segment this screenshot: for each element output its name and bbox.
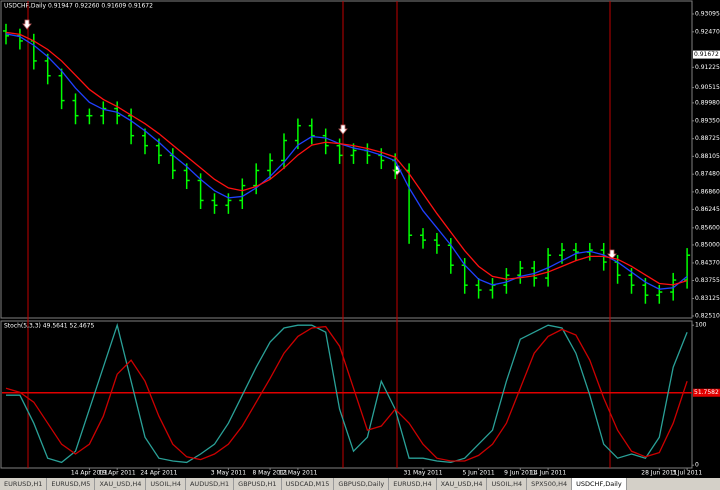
x-tick-label: 8 May 2011: [252, 470, 287, 477]
y-tick-label: 0.85600: [695, 224, 720, 231]
y-tick-label: 0.91225: [695, 64, 720, 71]
x-tick-label: 19 Apr 2011: [99, 470, 136, 477]
x-tick-label: 3 Jul 2011: [672, 470, 702, 477]
stoch-panel: [0, 320, 693, 469]
price-label-box: [693, 50, 720, 59]
y-tick-label: 0.85000: [695, 241, 720, 248]
chart-tab[interactable]: EURUSD,M5: [47, 478, 96, 490]
level-label: 51.7582: [694, 389, 719, 396]
chart-tab[interactable]: AUDUSD,H1: [186, 478, 235, 490]
y-tick-label: 0.93095: [695, 10, 720, 17]
y-tick-label: 0.92470: [695, 28, 720, 35]
y-tick-label: 0.90515: [695, 84, 720, 91]
chart-tab[interactable]: SPX500,H4: [527, 478, 573, 490]
down-arrow: [338, 124, 348, 135]
y-tick-label: 100: [695, 322, 707, 329]
y-tick-label: 0.86860: [695, 188, 720, 195]
x-tick-label: 3 May 2011: [211, 470, 246, 477]
chart-tab[interactable]: USDCHF,Daily: [572, 478, 627, 490]
down-arrow: [22, 19, 32, 30]
chart-tab[interactable]: GBPUSD,H1: [234, 478, 282, 490]
indicator-line: [5, 33, 688, 290]
x-tick-label: 28 Jun 2011: [641, 470, 677, 477]
chart-tab[interactable]: EURUSD,H1: [0, 478, 48, 490]
chart-tab[interactable]: GBPUSD,Daily: [334, 478, 390, 490]
terminal-chart: USDCHF,Daily 0.91947 0.92260 0.91609 0.9…: [0, 0, 720, 478]
chart-title: USDCHF,Daily 0.91947 0.92260 0.91609 0.9…: [4, 3, 153, 10]
price-label: 0.91672: [694, 51, 719, 58]
chart-tab[interactable]: EURUSD,H4: [389, 478, 437, 490]
tab-bar: EURUSD,H1 EURUSD,M5 XAU_USD,H4 USOIL,H4 AUDU…: [0, 478, 720, 490]
price-panel: [0, 0, 693, 319]
indicator-line: [5, 31, 688, 286]
y-tick-label: 0: [695, 462, 699, 469]
x-tick-label: 14 Apr 2011: [71, 470, 108, 477]
x-tick-label: 24 Apr 2011: [140, 470, 177, 477]
chart-tab[interactable]: XAU_USD,H4: [95, 478, 147, 490]
y-tick-label: 0.88105: [695, 153, 720, 160]
y-tick-label: 0.84370: [695, 259, 720, 266]
chart-tab[interactable]: USOIL,H4: [487, 478, 528, 490]
x-tick-label: 5 Jun 2011: [462, 470, 494, 477]
y-tick-label: 0.89350: [695, 117, 720, 124]
stoch-title: Stoch(5,3,3) 49.5641 52.4675: [4, 323, 95, 330]
x-tick-label: 31 May 2011: [403, 470, 442, 477]
y-tick-label: 0.87480: [695, 171, 720, 178]
chart-tab[interactable]: USDCAD,M15: [282, 478, 335, 490]
y-tick-label: 0.86245: [695, 206, 720, 213]
y-tick-label: 0.83125: [695, 295, 720, 302]
y-tick-label: 0.83755: [695, 277, 720, 284]
indicator-line: [6, 322, 688, 464]
y-tick-label: 0.88725: [695, 135, 720, 142]
background: [0, 0, 720, 478]
indicator-line: [5, 325, 688, 462]
y-tick-label: 0.89980: [695, 99, 720, 106]
x-tick-label: 9 Jun 2011: [504, 470, 536, 477]
chart-tab[interactable]: USOIL,H4: [146, 478, 186, 490]
level-box: [693, 388, 720, 397]
chart-tab[interactable]: XAU_USD,H4: [437, 478, 488, 490]
signal-lines: [27, 1, 611, 468]
y-tick-label: 0.82510: [695, 313, 720, 320]
x-tick-label: 14 Jun 2011: [530, 470, 566, 477]
x-tick-label: 12 May 2011: [278, 470, 317, 477]
down-arrow: [607, 249, 617, 260]
